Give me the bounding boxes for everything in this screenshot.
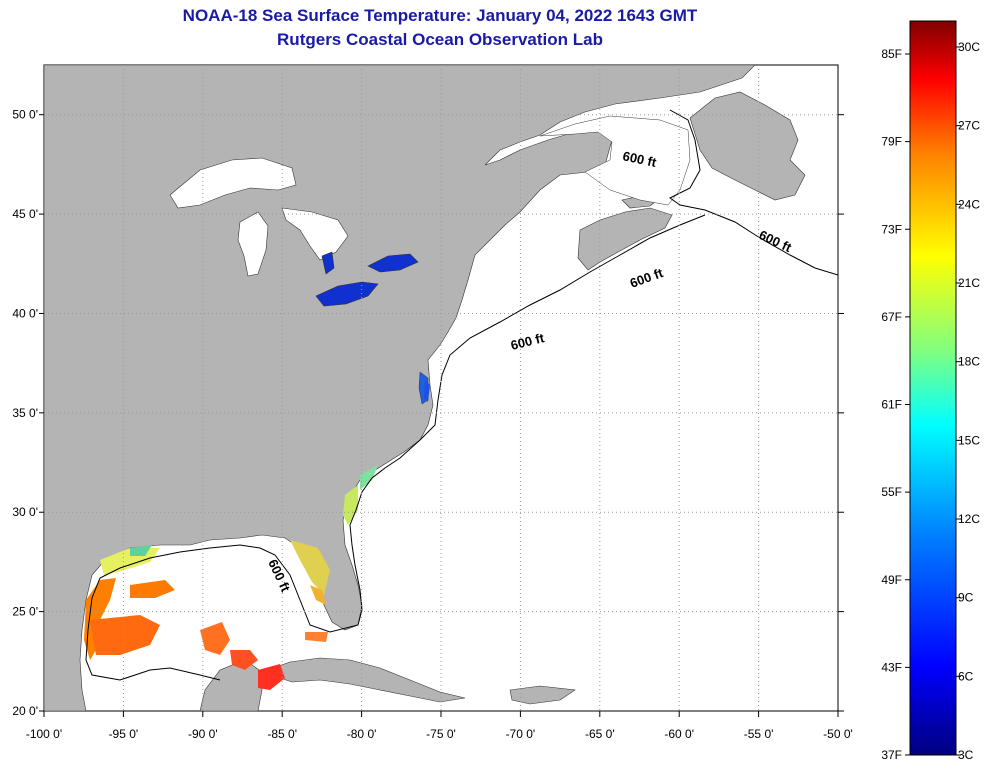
x-tick-label: -85 0' [267, 727, 297, 741]
lake-ontario [367, 253, 419, 273]
land-nova-scotia [577, 207, 673, 271]
colorbar [909, 20, 957, 756]
x-tick-label: -80 0' [347, 727, 377, 741]
cb-c-label: 30C [958, 40, 980, 54]
x-tick-label: -70 0' [506, 727, 536, 741]
cb-f-label: 85F [881, 47, 902, 61]
cb-c-label: 3C [958, 748, 974, 762]
title-line-1: NOAA-18 Sea Surface Temperature: January… [182, 6, 698, 25]
isobath-600ft [85, 109, 838, 681]
cb-c-label: 6C [958, 669, 974, 683]
y-tick-label: 40 0' [12, 306, 38, 320]
lake-michigan [237, 211, 269, 277]
title-line-2: Rutgers Coastal Ocean Observation Lab [277, 30, 603, 49]
sst-data-layer [84, 380, 430, 690]
x-tick-label: -100 0' [26, 727, 62, 741]
cb-f-label: 43F [881, 660, 902, 674]
cb-c-label: 27C [958, 119, 980, 133]
cb-c-label: 12C [958, 512, 980, 526]
cb-f-label: 37F [881, 748, 902, 762]
y-tick-label: 35 0' [12, 406, 38, 420]
x-tick-label: -95 0' [109, 727, 139, 741]
cb-f-label: 73F [881, 222, 902, 236]
x-tick-label: -55 0' [744, 727, 774, 741]
axes: -100 0' -95 0' -90 0' -85 0' -80 0' -75 0' -70… [12, 108, 852, 741]
x-tick-label: -90 0' [188, 727, 218, 741]
y-tick-label: 30 0' [12, 505, 38, 519]
cb-f-label: 55F [881, 485, 902, 499]
land-cuba [261, 657, 466, 703]
isobath-label: 600 ft [621, 148, 658, 170]
cb-f-label: 67F [881, 310, 902, 324]
y-tick-label: 20 0' [12, 704, 38, 718]
cb-f-label: 49F [881, 573, 902, 587]
cb-c-label: 24C [958, 197, 980, 211]
y-tick-label: 50 0' [12, 108, 38, 122]
cb-f-label: 79F [881, 135, 902, 149]
y-tick-label: 45 0' [12, 207, 38, 221]
cb-c-label: 15C [958, 433, 980, 447]
x-tick-label: -75 0' [426, 727, 456, 741]
cb-c-label: 21C [958, 276, 980, 290]
lake-superior [169, 157, 297, 209]
x-tick-label: -50 0' [823, 727, 853, 741]
land-hispaniola [509, 685, 576, 705]
land-north-america [44, 65, 756, 711]
x-tick-label: -65 0' [585, 727, 615, 741]
cb-f-label: 61F [881, 398, 902, 412]
land-newfoundland [689, 91, 806, 201]
gulf-st-lawrence [539, 115, 691, 206]
grid [44, 65, 838, 711]
cb-c-label: 9C [958, 591, 974, 605]
y-tick-label: 25 0' [12, 605, 38, 619]
x-tick-label: -60 0' [664, 727, 694, 741]
lake-erie [315, 281, 379, 307]
cb-c-label: 18C [958, 355, 980, 369]
colorbar-ticks: 85F 79F 73F 67F 61F 55F 49F 43F 37F 30C 27C 24C 21C 1… [881, 40, 980, 762]
lake-st-clair [321, 251, 335, 275]
land-yucatan [199, 659, 263, 711]
